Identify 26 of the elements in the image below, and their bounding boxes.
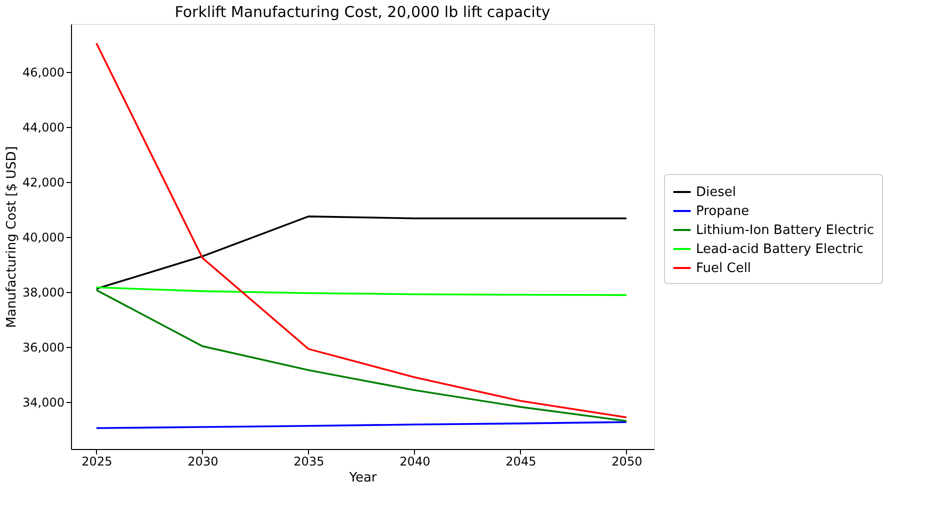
legend-label: Diesel: [696, 185, 736, 200]
y-tick-label: 46,000: [22, 66, 64, 80]
y-tick-label: 36,000: [22, 340, 64, 355]
legend-label: Lead-acid Battery Electric: [696, 242, 864, 257]
x-tick-label: 2045: [506, 454, 536, 468]
legend-label: Fuel Cell: [696, 261, 752, 276]
x-axis-title: Year: [348, 470, 378, 486]
legend-label: Propane: [696, 204, 750, 219]
legend-label: Lithium-Ion Battery Electric: [696, 223, 874, 238]
line-series: [96, 289, 628, 422]
line-series: [96, 286, 628, 296]
y-axis-title: Manufacturing Cost [$ USD]: [4, 146, 20, 328]
y-tick-label: 44,000: [22, 120, 64, 135]
y-tick-label: 42,000: [22, 176, 64, 190]
line-series: [96, 216, 628, 290]
line-series: [96, 42, 628, 418]
line-series: [96, 421, 628, 430]
x-tick-label: 2035: [294, 454, 324, 468]
y-tick-label: 34,000: [22, 395, 64, 410]
x-tick-label: 2030: [188, 454, 218, 468]
x-tick-label: 2025: [82, 454, 112, 468]
x-tick-label: 2040: [400, 454, 430, 468]
y-tick-label: 38,000: [22, 286, 64, 300]
chart-title: Forklift Manufacturing Cost, 20,000 lb lift capacity: [174, 3, 550, 21]
y-tick-label: 40,000: [22, 230, 64, 245]
x-tick-label: 2050: [612, 454, 642, 468]
